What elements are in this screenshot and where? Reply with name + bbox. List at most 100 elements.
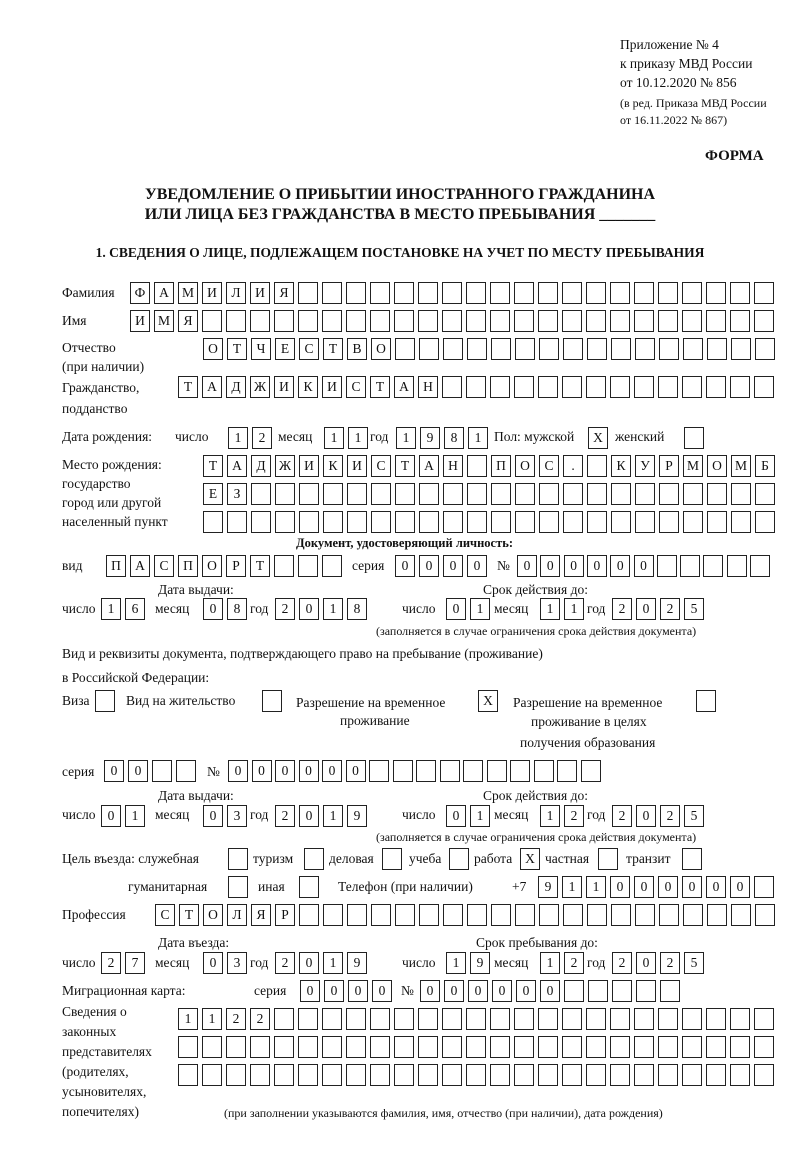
field-patronymic-cell[interactable] bbox=[395, 338, 415, 360]
field-stay-valid-year-cell[interactable]: 2 bbox=[660, 805, 680, 827]
field-birth-place-1-cell[interactable]: П bbox=[491, 455, 511, 477]
field-stay-series-cell[interactable] bbox=[176, 760, 196, 782]
field-birth-place-3-cell[interactable] bbox=[659, 511, 679, 533]
field-citizenship-cell[interactable]: Т bbox=[178, 376, 198, 398]
field-patronymic-cell[interactable] bbox=[755, 338, 775, 360]
field-surname-cell[interactable] bbox=[466, 282, 486, 304]
field-rep-3-cell[interactable] bbox=[394, 1064, 414, 1086]
field-patronymic-cell[interactable] bbox=[563, 338, 583, 360]
field-rep-1-cell[interactable] bbox=[418, 1008, 438, 1030]
field-birth-place-1-cell[interactable]: И bbox=[347, 455, 367, 477]
field-name-cell[interactable]: М bbox=[154, 310, 174, 332]
field-mc-number-cell[interactable]: 0 bbox=[492, 980, 512, 1002]
field-phone-cell[interactable]: 0 bbox=[658, 876, 678, 898]
field-citizenship-cell[interactable]: Д bbox=[226, 376, 246, 398]
field-stay-number-cell[interactable] bbox=[392, 760, 413, 782]
field-entry-day-cell[interactable]: 2 bbox=[101, 952, 121, 974]
field-rep-1-cell[interactable] bbox=[490, 1008, 510, 1030]
field-name-cell[interactable] bbox=[250, 310, 270, 332]
field-birth-place-2-cell[interactable] bbox=[371, 483, 391, 505]
field-citizenship-cell[interactable]: И bbox=[322, 376, 342, 398]
field-birth-place-3-cell[interactable] bbox=[707, 511, 727, 533]
field-rep-3-cell[interactable] bbox=[178, 1064, 198, 1086]
field-rep-2-cell[interactable] bbox=[610, 1036, 630, 1058]
field-rep-1-cell[interactable] bbox=[370, 1008, 390, 1030]
field-rep-1-cell[interactable] bbox=[346, 1008, 366, 1030]
field-stay-series-cell[interactable]: 0 bbox=[128, 760, 148, 782]
field-birth-place-3-cell[interactable] bbox=[371, 511, 391, 533]
field-until-day-cell[interactable]: 1 bbox=[446, 952, 466, 974]
field-sex-female-cell[interactable] bbox=[684, 427, 704, 449]
field-birth-place-1-cell[interactable] bbox=[587, 455, 607, 477]
field-patronymic-cell[interactable] bbox=[659, 338, 679, 360]
field-rep-3-cell[interactable] bbox=[682, 1064, 702, 1086]
field-rep-2-cell[interactable] bbox=[466, 1036, 486, 1058]
field-p-other-cell[interactable] bbox=[299, 876, 319, 898]
field-name-cell[interactable] bbox=[610, 310, 630, 332]
field-rep-2-cell[interactable] bbox=[274, 1036, 294, 1058]
field-patronymic-cell[interactable] bbox=[419, 338, 439, 360]
field-surname-cell[interactable] bbox=[514, 282, 534, 304]
field-birth-place-3-cell[interactable] bbox=[731, 511, 751, 533]
field-birth-month-cell[interactable]: 1 bbox=[348, 427, 368, 449]
field-profession-cell[interactable]: С bbox=[155, 904, 175, 926]
field-profession-cell[interactable] bbox=[347, 904, 367, 926]
field-rep-1-cell[interactable] bbox=[298, 1008, 318, 1030]
field-name-cell[interactable]: И bbox=[130, 310, 150, 332]
field-birth-day-cell[interactable]: 2 bbox=[252, 427, 272, 449]
field-rep-3-cell[interactable] bbox=[706, 1064, 726, 1086]
field-citizenship-cell[interactable] bbox=[562, 376, 582, 398]
field-profession-cell[interactable] bbox=[587, 904, 607, 926]
field-citizenship-cell[interactable]: А bbox=[394, 376, 414, 398]
field-rep-1-cell[interactable] bbox=[274, 1008, 294, 1030]
field-id-issue-year-cell[interactable]: 8 bbox=[347, 598, 367, 620]
field-stay-number-cell[interactable]: 0 bbox=[228, 760, 248, 782]
field-stay-issue-year-cell[interactable]: 2 bbox=[275, 805, 295, 827]
field-name-cell[interactable] bbox=[754, 310, 774, 332]
field-birth-place-1-cell[interactable]: А bbox=[227, 455, 247, 477]
field-birth-place-3-cell[interactable] bbox=[323, 511, 343, 533]
field-stay-issue-month-cell[interactable]: 0 bbox=[203, 805, 223, 827]
field-rep-1-cell[interactable] bbox=[730, 1008, 750, 1030]
field-surname-cell[interactable] bbox=[322, 282, 342, 304]
field-rep-3-cell[interactable] bbox=[298, 1064, 318, 1086]
field-rep-2-cell[interactable] bbox=[370, 1036, 390, 1058]
field-birth-place-1-cell[interactable]: С bbox=[539, 455, 559, 477]
field-patronymic-cell[interactable] bbox=[467, 338, 487, 360]
field-id-valid-day-cell[interactable]: 1 bbox=[470, 598, 490, 620]
field-phone-cell[interactable]: 1 bbox=[562, 876, 582, 898]
field-profession-cell[interactable]: Р bbox=[275, 904, 295, 926]
field-name-cell[interactable] bbox=[682, 310, 702, 332]
field-rep-1-cell[interactable]: 1 bbox=[202, 1008, 222, 1030]
field-birth-place-2-cell[interactable] bbox=[731, 483, 751, 505]
field-surname-cell[interactable] bbox=[658, 282, 678, 304]
field-rep-2-cell[interactable] bbox=[682, 1036, 702, 1058]
field-rep-2-cell[interactable] bbox=[754, 1036, 774, 1058]
field-p-humanitarian-cell[interactable] bbox=[228, 876, 248, 898]
field-rep-3-cell[interactable] bbox=[730, 1064, 750, 1086]
field-id-number-cell[interactable]: 0 bbox=[540, 555, 561, 577]
field-rep-2-cell[interactable] bbox=[250, 1036, 270, 1058]
field-p-official-cell[interactable] bbox=[228, 848, 248, 870]
field-rep-3-cell[interactable] bbox=[634, 1064, 654, 1086]
field-name-cell[interactable] bbox=[538, 310, 558, 332]
field-birth-place-1-cell[interactable]: М bbox=[683, 455, 703, 477]
field-birth-place-2-cell[interactable] bbox=[299, 483, 319, 505]
field-id-series-cell[interactable]: 0 bbox=[467, 555, 487, 577]
field-profession-cell[interactable] bbox=[419, 904, 439, 926]
field-birth-place-3-cell[interactable] bbox=[299, 511, 319, 533]
field-id-number-cell[interactable] bbox=[703, 555, 724, 577]
field-rep-1-cell[interactable] bbox=[634, 1008, 654, 1030]
field-stay-number-cell[interactable] bbox=[416, 760, 436, 782]
field-stay-valid-year-cell[interactable]: 2 bbox=[612, 805, 632, 827]
field-phone-cell[interactable]: 0 bbox=[730, 876, 750, 898]
field-birth-place-2-cell[interactable] bbox=[395, 483, 415, 505]
field-profession-cell[interactable] bbox=[371, 904, 391, 926]
field-birth-place-3-cell[interactable] bbox=[251, 511, 271, 533]
field-name-cell[interactable] bbox=[202, 310, 222, 332]
field-birth-place-2-cell[interactable] bbox=[611, 483, 631, 505]
field-profession-cell[interactable] bbox=[731, 904, 751, 926]
field-name-cell[interactable] bbox=[226, 310, 246, 332]
field-surname-cell[interactable]: А bbox=[154, 282, 174, 304]
field-profession-cell[interactable] bbox=[395, 904, 415, 926]
